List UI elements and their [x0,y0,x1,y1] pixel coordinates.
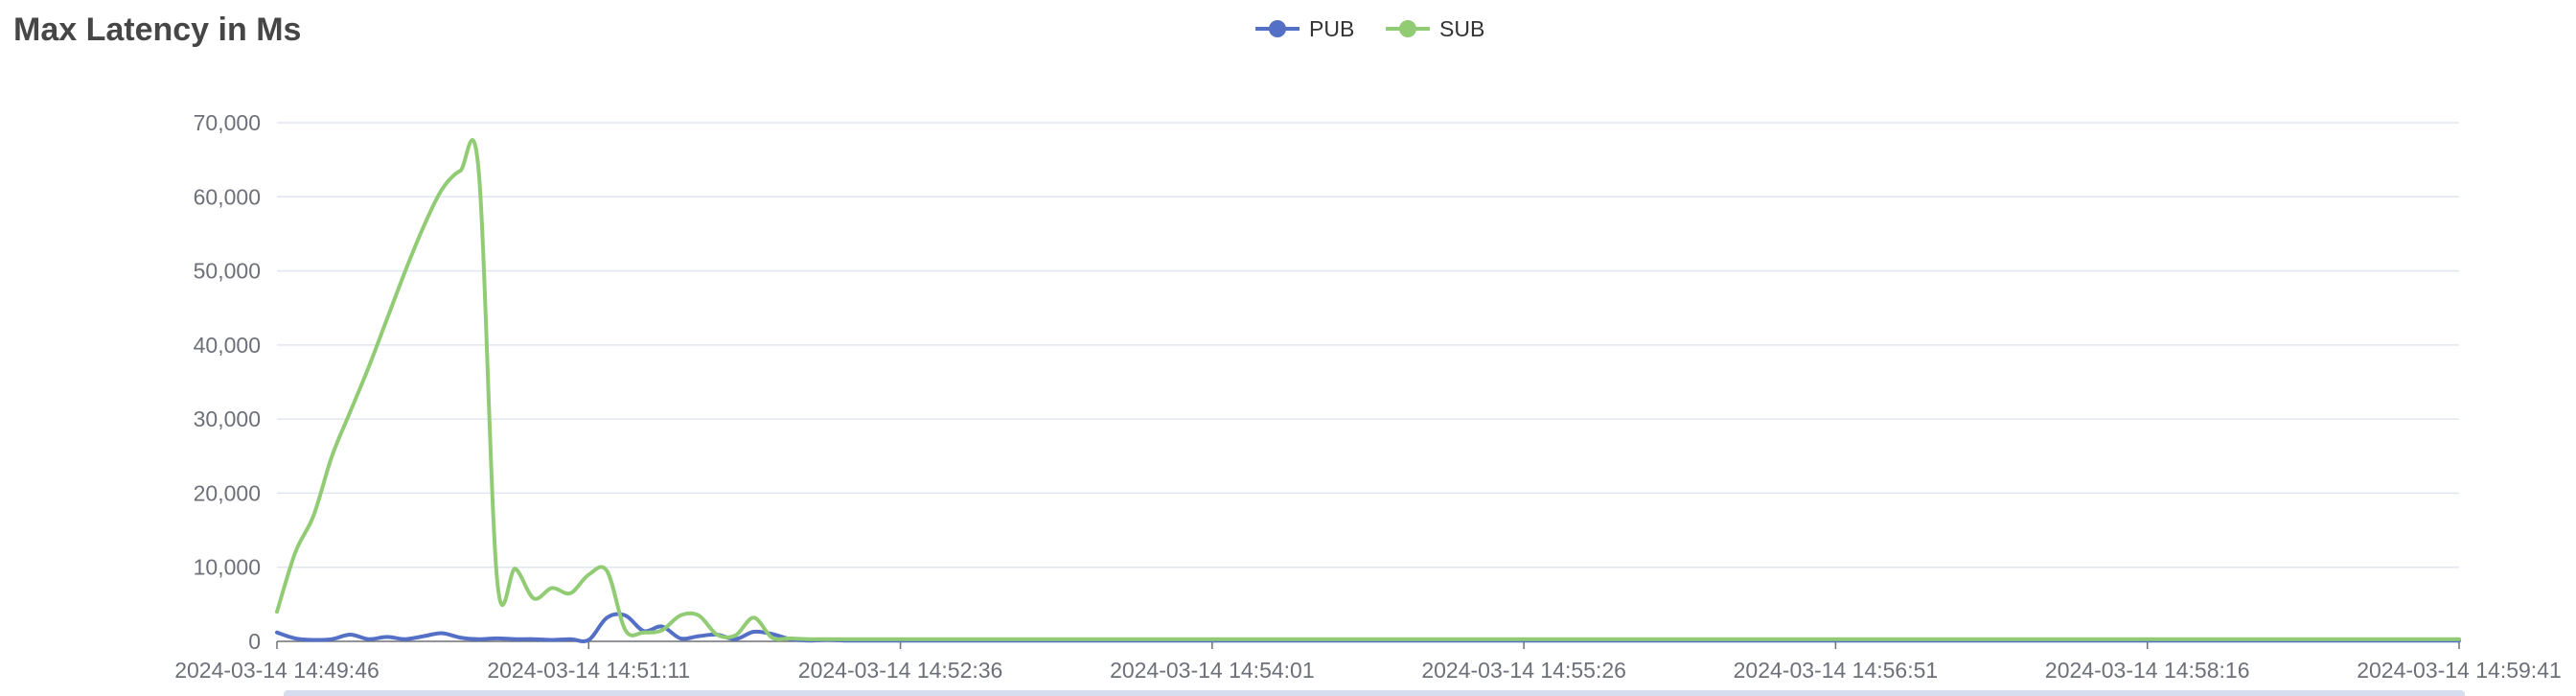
y-tick-label: 60,000 [194,184,261,209]
legend-item-sub[interactable]: SUB [1384,10,1484,48]
x-tick-label: 2024-03-14 14:51:11 [487,658,690,683]
series-line-pub [275,612,2461,643]
x-tick-label: 2024-03-14 14:52:36 [798,658,1003,683]
legend: PUB SUB [0,10,2576,48]
legend-swatch-sub [1386,20,1430,37]
x-tick-label: 2024-03-14 14:59:41 [2357,658,2562,683]
chart-title: Max Latency in Ms [13,12,302,48]
y-tick-label: 40,000 [194,333,261,358]
y-tick-label: 20,000 [194,480,261,505]
series-line-sub [275,138,2461,641]
y-tick-label: 70,000 [194,110,261,135]
legend-label-sub: SUB [1439,15,1485,41]
x-tick-label: 2024-03-14 14:49:46 [174,658,380,683]
x-tick-label: 2024-03-14 14:55:26 [1421,658,1626,683]
y-tick-label: 10,000 [194,555,261,580]
legend-label-pub: PUB [1309,15,1355,41]
x-tick-label: 2024-03-14 14:58:16 [2045,658,2250,683]
y-tick-label: 0 [248,629,261,654]
y-tick-label: 50,000 [194,259,261,284]
data-zoom-slider[interactable] [284,690,2465,696]
y-tick-label: 30,000 [194,406,261,431]
legend-swatch-pub [1255,20,1300,37]
x-tick-label: 2024-03-14 14:56:51 [1734,658,1939,683]
x-tick-label: 2024-03-14 14:54:01 [1110,658,1315,683]
legend-item-pub[interactable]: PUB [1254,10,1354,48]
